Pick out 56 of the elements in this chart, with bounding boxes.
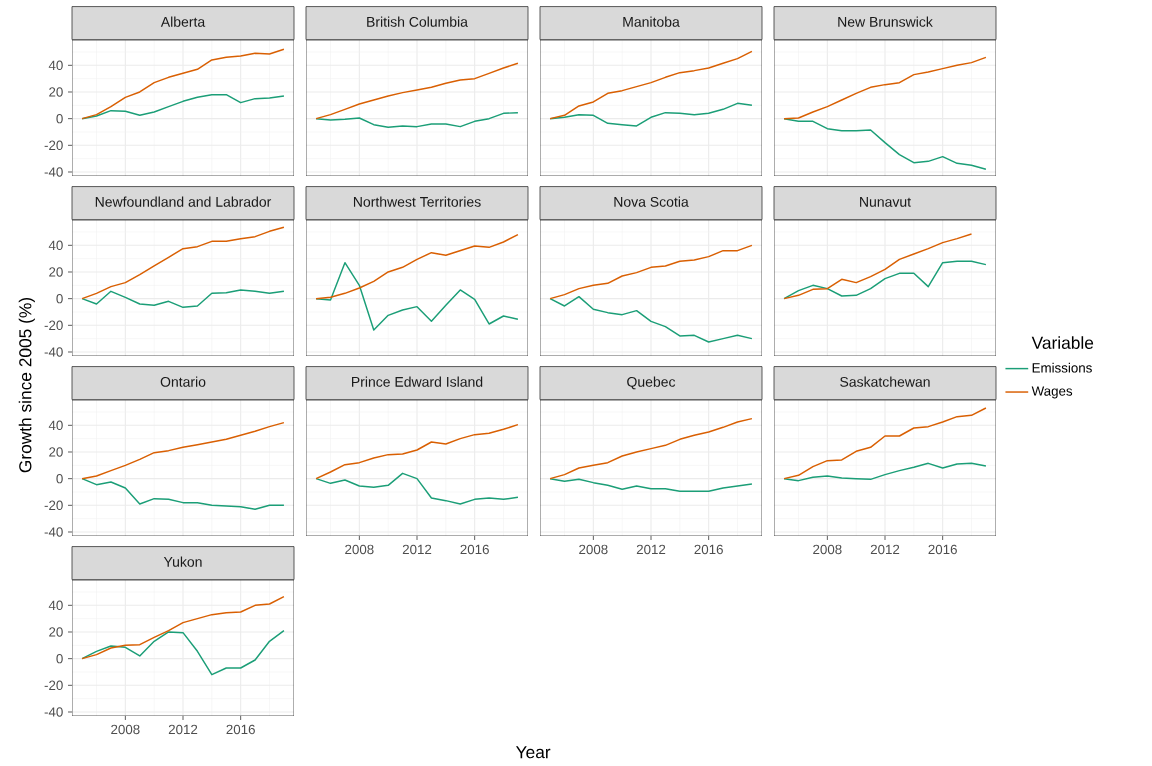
chart-title: New Brunswick	[838, 16, 933, 27]
chart-title: Alberta	[160, 16, 206, 27]
y-tick-label: -40	[44, 347, 63, 357]
line-series	[81, 48, 285, 120]
y-tick-label: -40	[44, 167, 63, 177]
line-series	[81, 595, 285, 660]
line-series	[81, 477, 285, 511]
y-tick-label: 20	[49, 87, 63, 97]
y-tick-label: 0	[56, 113, 63, 124]
y-tick-label: 0	[56, 653, 63, 664]
x-tick-label: 2016	[928, 544, 957, 555]
x-axis-title: Year	[515, 746, 551, 759]
chart-title: Nova Scotia	[614, 196, 689, 207]
x-tick-label: 2008	[345, 544, 374, 555]
x-tick-label: 2008	[579, 544, 608, 555]
y-tick-label: 40	[48, 240, 63, 251]
y-tick-label: 20	[49, 447, 63, 457]
chart-title: Yukon	[163, 556, 202, 567]
y-tick-label: 40	[48, 600, 63, 611]
y-tick-label: 20	[49, 267, 63, 277]
y-tick-label: -20	[44, 320, 63, 331]
x-tick-label: 2008	[813, 544, 842, 555]
x-tick-label: 2012	[402, 544, 432, 555]
x-tick-label: 2012	[168, 724, 198, 735]
y-tick-label: -20	[44, 680, 63, 691]
legend-label: Wages	[1031, 386, 1073, 399]
line-series	[81, 289, 285, 309]
chart-title: British Columbia	[367, 16, 468, 27]
chart-title: Quebec	[627, 376, 676, 390]
chart-title: Prince Edward Island	[352, 376, 483, 387]
y-tick-label: -20	[44, 140, 63, 151]
chart-title: Northwest Territories	[353, 196, 481, 207]
y-tick-label: 40	[48, 420, 63, 431]
y-tick-label: 20	[49, 627, 63, 637]
x-tick-label: 2008	[111, 724, 140, 735]
y-tick-label: -20	[44, 500, 63, 511]
x-tick-label: 2016	[694, 544, 723, 555]
legend-label: Emissions	[1032, 362, 1092, 373]
chart-title: Ontario	[160, 376, 206, 387]
x-tick-label: 2016	[226, 724, 255, 735]
line-series	[81, 226, 285, 300]
chart-title: Saskatchewan	[840, 376, 930, 387]
line-series	[81, 421, 285, 480]
y-axis-title: Growth since 2005 (%)	[18, 297, 35, 473]
y-tick-label: 40	[48, 60, 63, 71]
y-tick-label: 0	[56, 473, 63, 484]
x-tick-label: 2012	[636, 544, 666, 555]
chart-title: Manitoba	[623, 16, 680, 27]
y-tick-label: 0	[56, 293, 63, 304]
chart-title: Nunavut	[860, 197, 911, 207]
y-tick-label: -40	[44, 527, 63, 537]
y-tick-label: -40	[44, 707, 63, 717]
x-tick-label: 2012	[870, 544, 900, 555]
chart-title: Newfoundland and Labrador	[95, 196, 272, 207]
legend-title: Variable	[1031, 336, 1094, 349]
x-tick-label: 2016	[460, 544, 489, 555]
